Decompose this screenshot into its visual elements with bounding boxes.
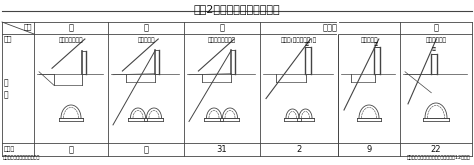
Text: ＊九津設計株式会社　竹鍋昇: ＊九津設計株式会社 竹鍋昇 [3, 155, 40, 161]
Text: アーチウィング式: アーチウィング式 [208, 37, 236, 43]
Text: 形式: 形式 [24, 23, 32, 30]
Text: 22: 22 [431, 145, 441, 154]
Text: 31: 31 [217, 145, 228, 154]
Text: 9: 9 [366, 145, 372, 154]
Text: 坑門: 坑門 [374, 42, 378, 46]
Text: 項目: 項目 [4, 35, 12, 42]
Text: 型: 型 [219, 23, 225, 33]
Text: 多: 多 [69, 145, 73, 154]
Text: 突　出　式: 突 出 式 [360, 37, 378, 43]
Text: 形
状: 形 状 [4, 78, 9, 99]
Text: 重力・半重力式: 重力・半重力式 [59, 37, 83, 43]
Text: 壁: 壁 [144, 23, 148, 33]
Text: ウィング式: ウィング式 [137, 37, 155, 43]
Text: 半突型(パラペット)式: 半突型(パラペット)式 [281, 37, 317, 43]
Text: 面: 面 [69, 23, 73, 33]
Text: 突　出: 突 出 [322, 23, 337, 33]
Text: 2: 2 [296, 145, 301, 154]
Text: 数: 数 [144, 145, 148, 154]
Text: 注）本数は国道トンネル分　平成７年12月現在: 注）本数は国道トンネル分 平成７年12月現在 [407, 155, 471, 161]
Text: 竹割（逆）式: 竹割（逆）式 [426, 37, 447, 43]
Text: 本　数: 本 数 [4, 147, 15, 152]
Text: 坑門: 坑門 [305, 42, 310, 46]
Text: 型: 型 [434, 23, 438, 33]
Text: 表－2　トンネル坑門の形式: 表－2 トンネル坑門の形式 [194, 4, 280, 14]
Text: 坑門: 坑門 [432, 47, 437, 51]
